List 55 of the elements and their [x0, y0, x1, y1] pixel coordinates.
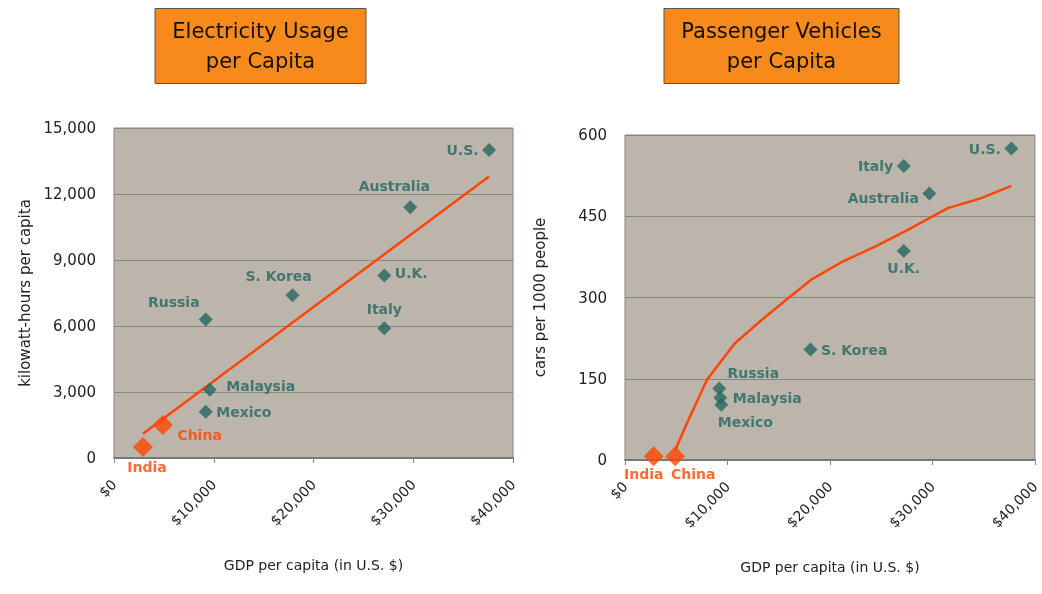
annotation: Mexico: [216, 403, 272, 420]
annotation: S. Korea: [820, 341, 888, 358]
point: [896, 158, 911, 173]
point: [285, 288, 300, 303]
point: [132, 437, 153, 457]
point: [198, 312, 213, 327]
y-tick-label: 450: [578, 207, 607, 226]
x-axis-title: GDP per capita (in U.S. $): [740, 559, 920, 575]
y-tick-label: 9,000: [53, 251, 96, 269]
y-tick-label: 150: [578, 369, 607, 388]
annotation: Mexico: [717, 414, 774, 431]
point: [714, 397, 729, 412]
chart-title: Passenger Vehicles per Capita: [681, 19, 882, 73]
point: [403, 200, 418, 215]
point: [665, 446, 686, 467]
annotation: Australia: [358, 177, 430, 194]
point: [198, 404, 213, 419]
annotation: Italy: [366, 300, 402, 317]
y-axis-title: cars per 1000 people: [530, 217, 549, 378]
point: [643, 446, 664, 467]
annotation: S. Korea: [245, 267, 312, 284]
annotation: China: [177, 427, 222, 443]
annotation: Malaysia: [226, 377, 296, 394]
y-tick-label: 3,000: [53, 383, 96, 401]
y-tick-label: 0: [597, 451, 607, 469]
point: [896, 243, 911, 258]
y-axis-title: kilowatt-hours per capita: [16, 199, 35, 387]
point: [482, 143, 497, 157]
annotation: India: [127, 458, 167, 475]
annotation: U.K.: [887, 260, 921, 277]
x-axis-title: GDP per capita (in U.S. $): [223, 557, 404, 573]
point: [202, 382, 217, 397]
y-tick-label: 15,000: [43, 119, 96, 137]
y-tick-label: 12,000: [43, 185, 96, 203]
y-tick-label: 600: [578, 126, 607, 144]
chart-title: Electricity Usage per Capita: [172, 19, 349, 73]
annotation: U.S.: [446, 142, 479, 158]
point: [803, 342, 818, 357]
annotation: China: [670, 465, 716, 482]
y-tick-label: 300: [578, 288, 607, 307]
point: [922, 186, 937, 201]
point: [152, 415, 173, 435]
point: [377, 321, 392, 336]
annotation: U.K.: [394, 265, 428, 282]
annotation: U.S.: [968, 140, 1001, 157]
y-tick-label: 6,000: [53, 317, 96, 335]
annotation: Italy: [857, 157, 894, 174]
point: [1004, 141, 1019, 156]
point: [377, 268, 392, 283]
y-tick-label: 0: [86, 449, 96, 467]
annotation: Russia: [147, 293, 200, 310]
annotation: Russia: [727, 365, 780, 381]
annotation: Australia: [847, 189, 919, 206]
x-tick-label: $0: [95, 476, 120, 501]
annotation: Malaysia: [732, 389, 802, 406]
